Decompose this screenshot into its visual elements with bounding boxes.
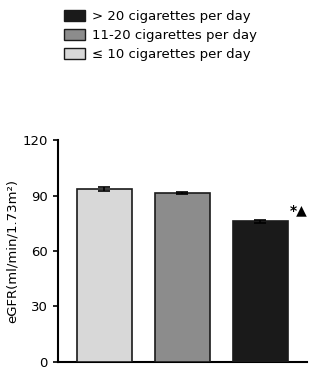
Bar xyxy=(77,189,132,362)
Bar xyxy=(233,221,288,362)
Bar xyxy=(155,193,210,362)
Legend: > 20 cigarettes per day, 11-20 cigarettes per day, ≤ 10 cigarettes per day: > 20 cigarettes per day, 11-20 cigarette… xyxy=(64,10,257,61)
Y-axis label: eGFR(ml/min/1.73m²): eGFR(ml/min/1.73m²) xyxy=(5,179,18,323)
Text: *▲: *▲ xyxy=(290,203,308,217)
